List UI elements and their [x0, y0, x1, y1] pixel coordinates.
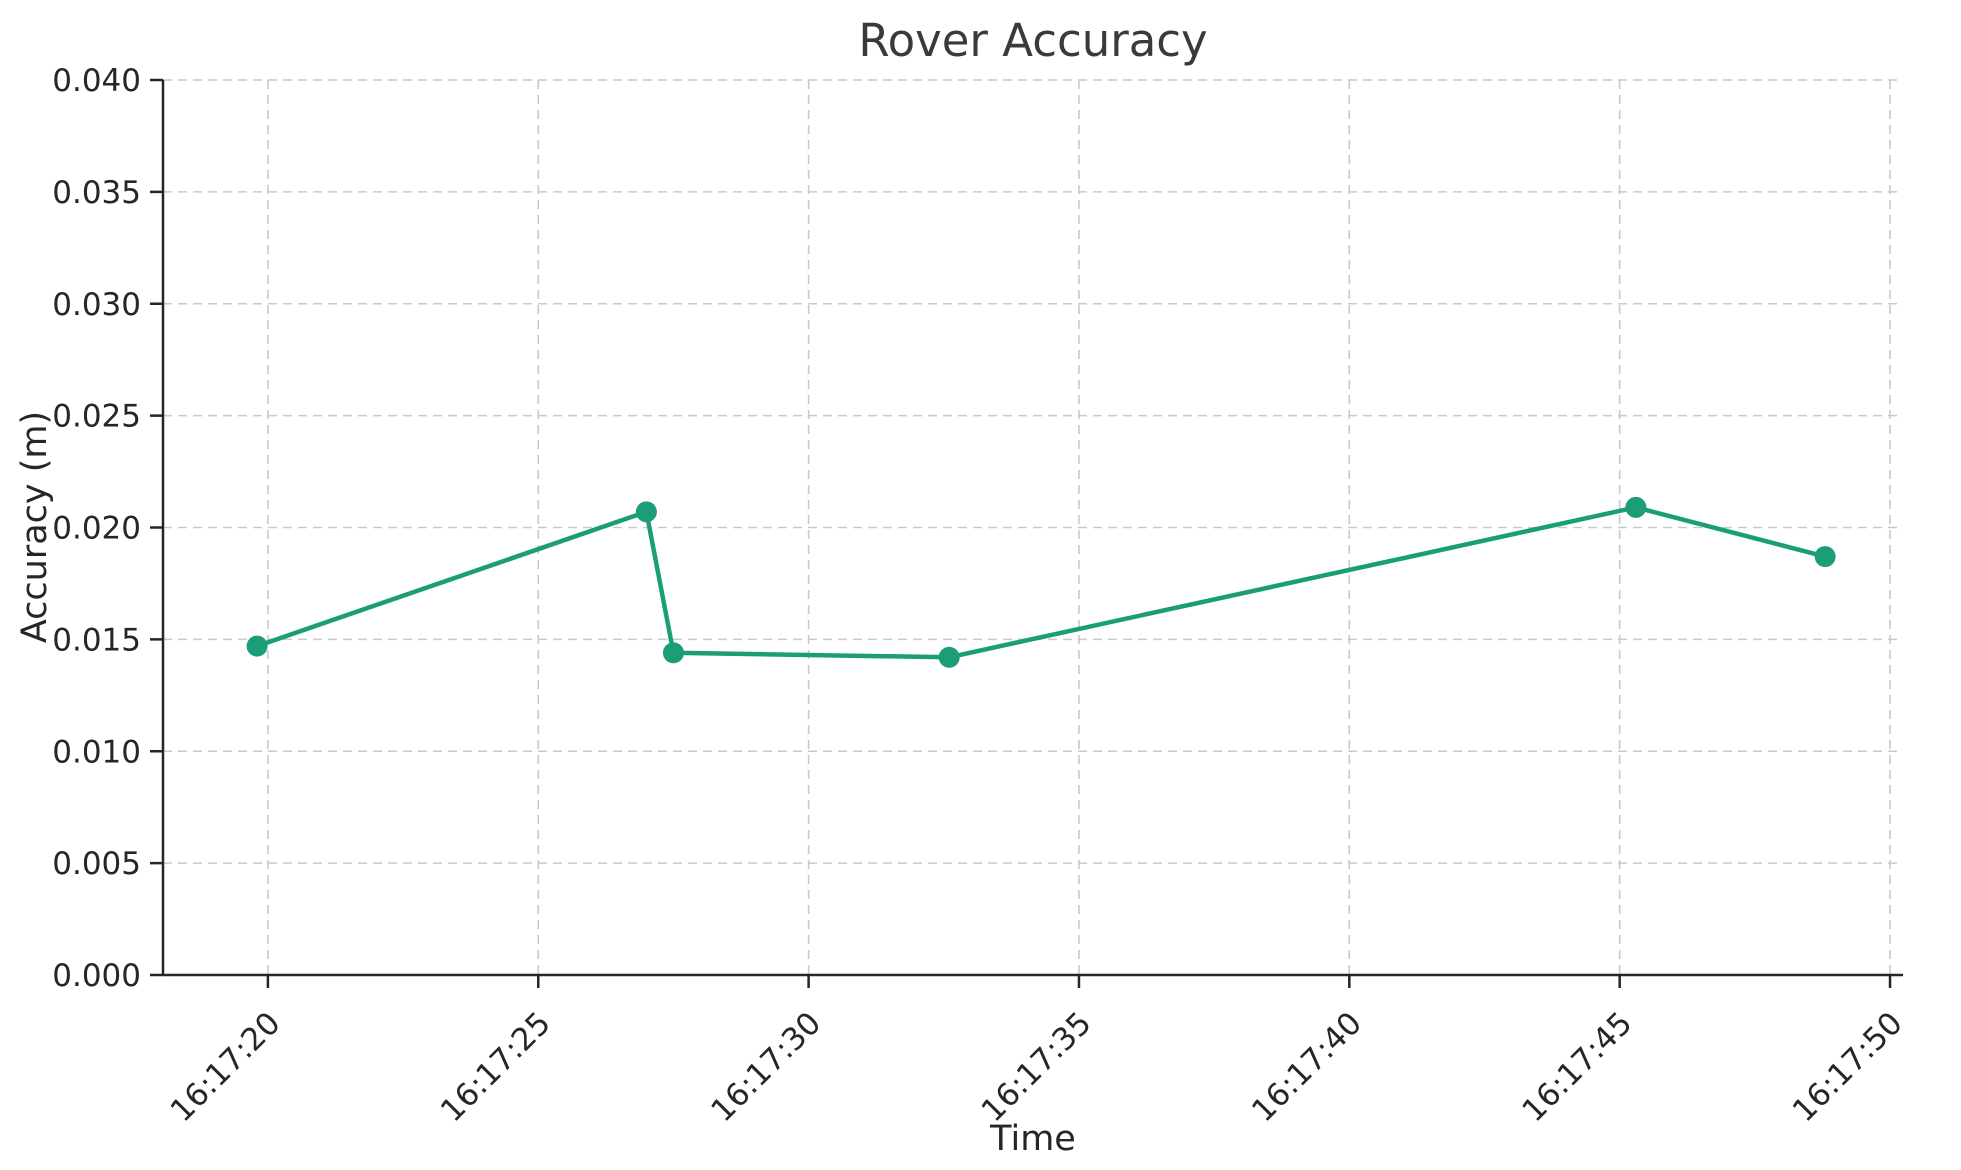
data-point-marker [662, 642, 684, 664]
data-point-marker [1625, 496, 1647, 518]
data-point-marker [246, 635, 268, 657]
data-series [246, 496, 1836, 668]
tick-marks [150, 78, 1892, 988]
axes-spines [161, 80, 1903, 977]
data-point-marker [938, 646, 960, 668]
y-tick-label: 0.030 [52, 287, 141, 323]
x-tick-labels: 16:17:20 16:17:25 16:17:30 16:17:35 16:17:40… [164, 1005, 1910, 1129]
x-tick-label: 16:17:35 [975, 1005, 1099, 1129]
y-tick-label: 0.035 [52, 175, 141, 211]
x-tick-label: 16:17:40 [1245, 1005, 1369, 1129]
y-tick-label: 0.000 [52, 958, 141, 994]
chart-title: Rover Accuracy [858, 14, 1207, 67]
x-tick-label: 16:17:25 [434, 1005, 558, 1129]
y-tick-label: 0.015 [52, 622, 141, 658]
data-line [254, 505, 1828, 660]
x-tick-label: 16:17:30 [704, 1005, 828, 1129]
y-tick-label: 0.020 [52, 511, 141, 547]
y-tick-labels: 0.000 0.005 0.010 0.015 0.020 0.025 0.030 0.035… [52, 63, 141, 994]
y-axis-label: Accuracy (m) [15, 411, 55, 643]
x-tick-label: 16:17:45 [1515, 1005, 1639, 1129]
y-tick-label: 0.005 [52, 846, 141, 882]
data-point-marker [1814, 546, 1836, 568]
x-axis-label: Time [989, 1119, 1076, 1159]
y-tick-label: 0.040 [52, 63, 141, 99]
y-tick-label: 0.010 [52, 734, 141, 770]
x-tick-label: 16:17:50 [1786, 1005, 1910, 1129]
data-point-marker [635, 501, 657, 523]
x-tick-label: 16:17:20 [164, 1005, 288, 1129]
gridlines [163, 79, 1903, 976]
y-tick-label: 0.025 [52, 399, 141, 435]
